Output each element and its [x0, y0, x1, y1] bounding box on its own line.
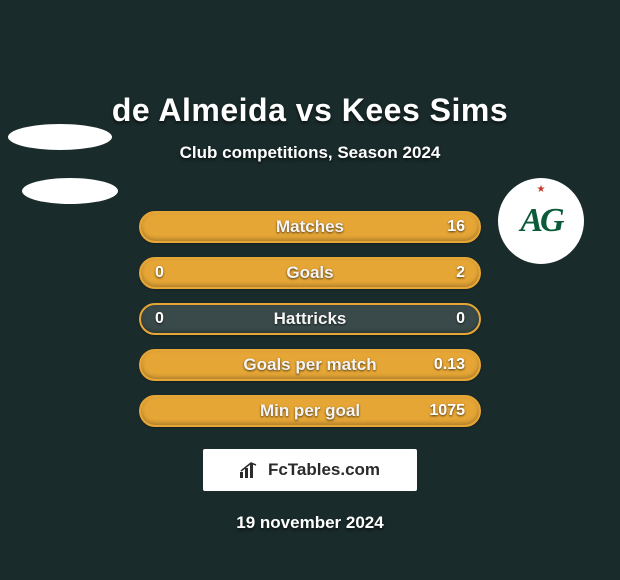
stat-value-right: 0.13: [434, 356, 465, 374]
star-icon: ★: [537, 184, 546, 195]
stat-label: Matches: [276, 217, 344, 237]
stat-row: Goals per match 0.13: [139, 349, 481, 381]
bar-chart-icon: [240, 462, 260, 478]
attribution-box: FcTables.com: [203, 449, 417, 491]
stat-row: Matches 16: [139, 211, 481, 243]
stat-row: Goals 0 2: [139, 257, 481, 289]
stat-value-left: 0: [155, 264, 164, 282]
left-team-badge-2: [22, 178, 118, 204]
page-title: de Almeida vs Kees Sims: [0, 86, 620, 129]
right-team-badge: ★ AG: [498, 178, 584, 264]
footer-date: 19 november 2024: [0, 513, 620, 533]
stat-label: Goals: [286, 263, 333, 283]
stat-value-right: 2: [456, 264, 465, 282]
stat-value-right: 0: [456, 310, 465, 328]
club-monogram: AG: [520, 207, 561, 236]
stat-value-right: 16: [447, 218, 465, 236]
stat-label: Goals per match: [243, 355, 376, 375]
stat-row: Min per goal 1075: [139, 395, 481, 427]
stat-label: Min per goal: [260, 401, 360, 421]
left-team-badge-1: [8, 124, 112, 150]
stat-value-left: 0: [155, 310, 164, 328]
stat-row: Hattricks 0 0: [139, 303, 481, 335]
stat-value-right: 1075: [429, 402, 465, 420]
attribution-text: FcTables.com: [268, 460, 380, 480]
stat-label: Hattricks: [274, 309, 347, 329]
